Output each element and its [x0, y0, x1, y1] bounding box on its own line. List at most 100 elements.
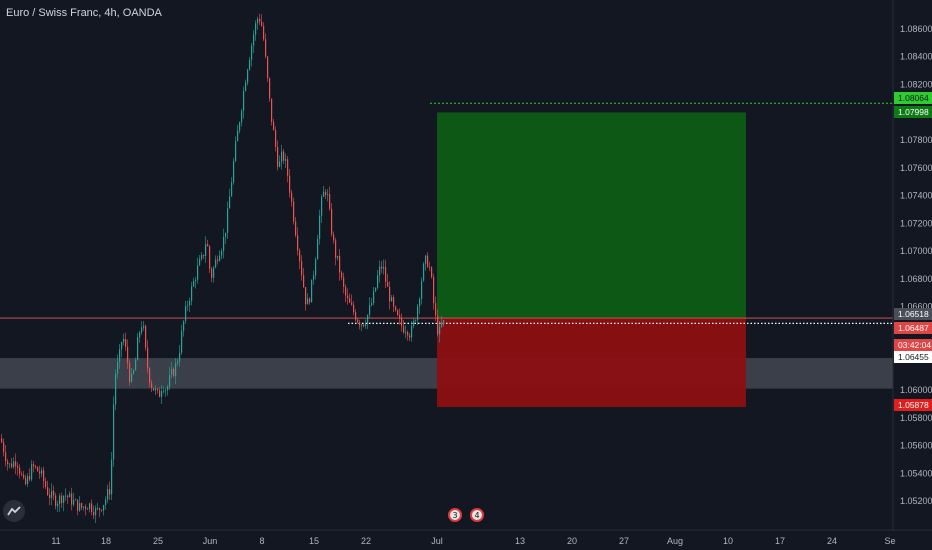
candle [269, 78, 271, 99]
candle [257, 18, 259, 24]
candle [201, 254, 203, 259]
candle [37, 467, 39, 472]
candle [267, 56, 269, 79]
candle [231, 182, 233, 197]
candle [225, 232, 227, 237]
candle [343, 277, 345, 287]
candle [327, 194, 329, 195]
candle [17, 465, 19, 468]
candle [313, 275, 315, 280]
candle [127, 346, 129, 363]
candle [109, 489, 111, 495]
candle [435, 303, 437, 316]
earnings-icon[interactable]: 4 [470, 508, 484, 522]
candle [233, 160, 235, 183]
candle [229, 196, 231, 209]
candle [437, 315, 439, 335]
candle [217, 259, 219, 261]
candle [277, 146, 279, 167]
candle [53, 490, 55, 496]
candle [259, 18, 261, 22]
candle [49, 494, 51, 498]
candle [191, 286, 193, 301]
candle [341, 272, 343, 278]
candle [403, 326, 405, 333]
candle [101, 509, 103, 511]
candle [395, 306, 397, 311]
candle [89, 503, 91, 510]
price-label [894, 106, 932, 118]
candle [189, 300, 191, 306]
candle [75, 499, 77, 501]
price-label [894, 308, 932, 320]
price-label [894, 399, 932, 411]
candle [413, 320, 415, 326]
candle [1, 438, 3, 443]
candle [29, 476, 31, 480]
x-tick-label: 17 [775, 536, 785, 546]
candle [431, 267, 433, 278]
price-label-text: 1.06455 [898, 352, 929, 362]
candle [119, 349, 121, 363]
candle [275, 130, 277, 147]
chart-title: Euro / Swiss Franc, 4h, OANDA [6, 7, 162, 19]
candle [377, 275, 379, 288]
y-tick-label: 1.06800 [900, 274, 932, 284]
candle [393, 297, 395, 307]
candle [153, 387, 155, 391]
candle [245, 82, 247, 91]
candle [171, 368, 173, 375]
candle [31, 464, 33, 480]
y-tick-label: 1.05800 [900, 413, 932, 423]
candle [333, 234, 335, 241]
candle [247, 69, 249, 83]
candle [223, 236, 225, 252]
candle [351, 302, 353, 305]
candle [121, 342, 123, 350]
y-tick-label: 1.06000 [900, 385, 932, 395]
candle [185, 306, 187, 322]
tradingview-logo-icon[interactable] [3, 500, 25, 522]
candle [139, 332, 141, 338]
candle [165, 390, 167, 392]
candle [107, 489, 109, 500]
candle [181, 330, 183, 353]
x-tick-label: Jun [203, 536, 218, 546]
candle [169, 374, 171, 387]
candle [9, 463, 11, 465]
candle [111, 459, 113, 495]
candle [203, 254, 205, 257]
candle [383, 267, 385, 269]
x-tick-label: 24 [827, 536, 837, 546]
candle [415, 320, 417, 321]
candle [95, 508, 97, 516]
candle [405, 332, 407, 333]
candle [79, 503, 81, 511]
y-tick-label: 1.08600 [900, 24, 932, 34]
candle [61, 495, 63, 503]
candle [93, 511, 95, 516]
candle [243, 90, 245, 111]
candle [265, 39, 267, 57]
candle [183, 321, 185, 331]
price-label [894, 351, 932, 363]
candle [227, 208, 229, 233]
candle [295, 221, 297, 236]
candle [137, 337, 139, 361]
candle [199, 258, 201, 266]
y-tick-label: 1.05400 [900, 468, 932, 478]
y-tick-label: 1.07200 [900, 218, 932, 228]
candle [103, 505, 105, 511]
earnings-icon[interactable]: 3 [448, 508, 462, 522]
candle [113, 404, 115, 460]
candle [301, 261, 303, 276]
candle [305, 287, 307, 305]
candle [337, 255, 339, 258]
candle [385, 267, 387, 282]
candle [249, 59, 251, 70]
candle [287, 159, 289, 176]
candle [65, 495, 67, 497]
candle [399, 315, 401, 318]
